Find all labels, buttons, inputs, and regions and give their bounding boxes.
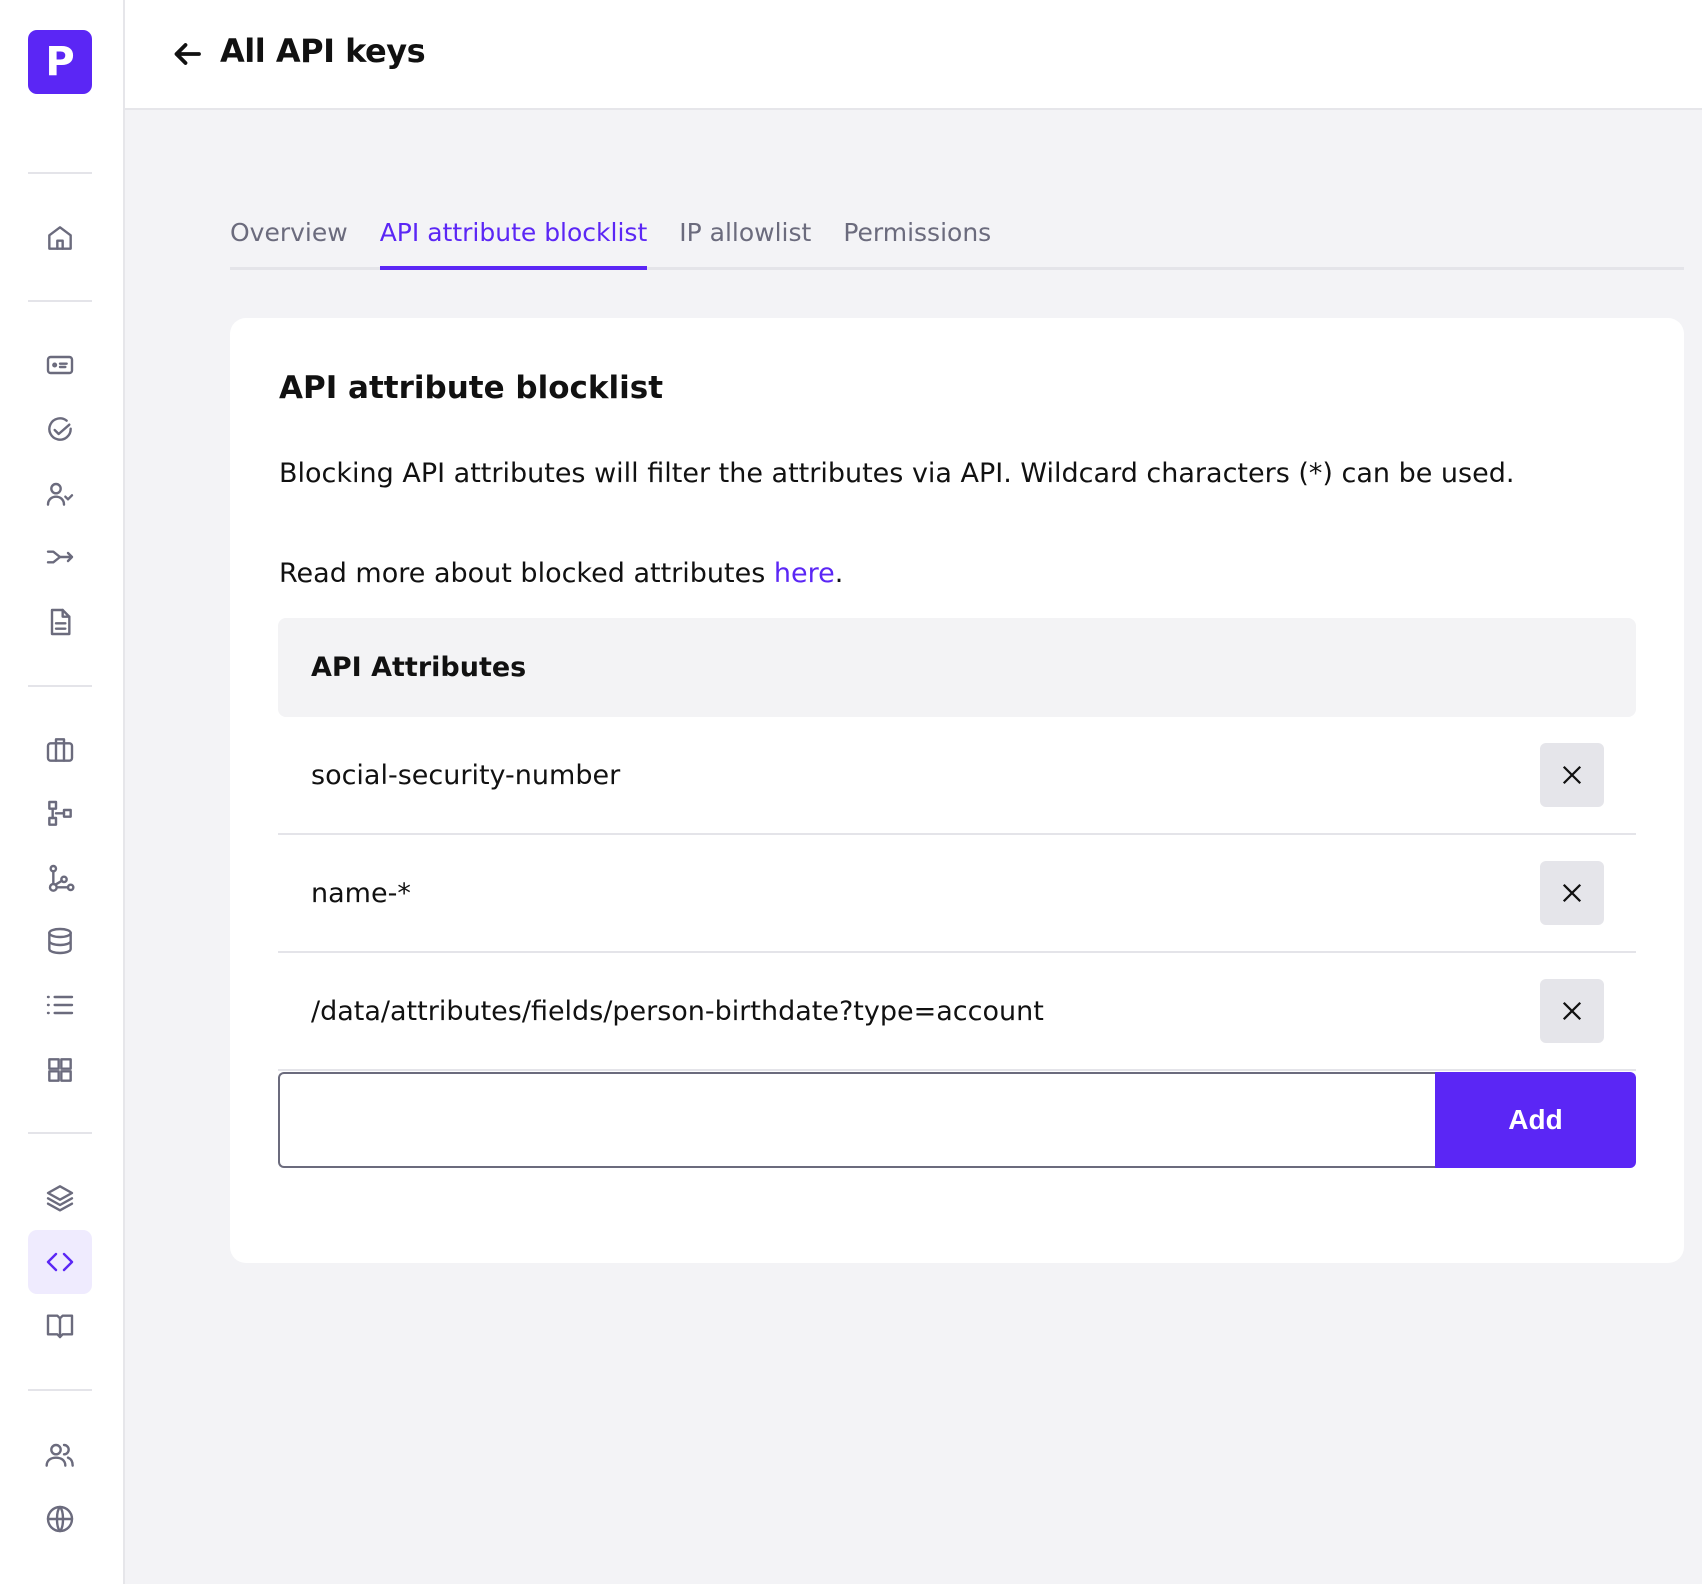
divider (28, 300, 92, 302)
read-more-link[interactable]: here (773, 558, 835, 589)
tab-api-attribute-blocklist[interactable]: API attribute blocklist (379, 212, 648, 270)
card-title: API attribute blocklist (279, 370, 664, 406)
tab-bar: Overview API attribute blocklist IP allo… (230, 212, 1684, 270)
check-circle-icon[interactable] (28, 398, 92, 462)
add-attribute-row: Add (278, 1072, 1636, 1168)
database-icon[interactable] (28, 909, 92, 973)
briefcase-icon[interactable] (28, 718, 92, 782)
tab-overview[interactable]: Overview (230, 218, 348, 247)
attributes-table: API Attributes social-security-number na… (278, 618, 1636, 1168)
id-card-icon[interactable] (28, 333, 92, 397)
grid-icon[interactable] (28, 1038, 92, 1102)
divider (28, 1132, 92, 1134)
globe-icon[interactable] (28, 1487, 92, 1551)
read-more-suffix: . (834, 558, 844, 589)
document-icon[interactable] (28, 590, 92, 654)
workflow-icon[interactable] (28, 846, 92, 910)
card-description: Blocking API attributes will filter the … (279, 458, 1515, 489)
remove-button[interactable] (1540, 743, 1604, 807)
merge-arrow-icon[interactable] (28, 525, 92, 589)
sidebar: P (0, 0, 125, 1584)
hierarchy-icon[interactable] (28, 782, 92, 846)
header: All API keys (125, 0, 1702, 110)
book-icon[interactable] (28, 1293, 92, 1357)
tab-permissions[interactable]: Permissions (843, 218, 992, 247)
user-check-icon[interactable] (28, 462, 92, 526)
read-more-text: Read more about blocked attributes here. (279, 558, 843, 589)
close-icon (1562, 765, 1582, 785)
remove-button[interactable] (1540, 979, 1604, 1043)
table-row: /data/attributes/fields/person-birthdate… (278, 953, 1636, 1071)
attribute-value: social-security-number (311, 759, 621, 791)
divider (28, 172, 92, 174)
tab-ip-allowlist[interactable]: IP allowlist (679, 218, 812, 247)
remove-button[interactable] (1540, 861, 1604, 925)
table-row: name-* (278, 835, 1636, 953)
attribute-value: /data/attributes/fields/person-birthdate… (311, 995, 1044, 1027)
blocklist-card: API attribute blocklist Blocking API att… (230, 318, 1684, 1263)
logo[interactable]: P (28, 30, 92, 94)
arrow-left-icon[interactable] (169, 36, 205, 72)
close-icon (1562, 1001, 1582, 1021)
divider (28, 1389, 92, 1391)
attribute-value: name-* (311, 877, 411, 909)
list-icon[interactable] (28, 973, 92, 1037)
home-icon[interactable] (28, 206, 92, 270)
layers-icon[interactable] (28, 1165, 92, 1229)
page-title: All API keys (220, 32, 426, 70)
divider (28, 685, 92, 687)
attribute-input[interactable] (278, 1072, 1435, 1168)
code-icon[interactable] (28, 1230, 92, 1294)
close-icon (1562, 883, 1582, 903)
table-header: API Attributes (278, 618, 1636, 717)
add-button[interactable]: Add (1435, 1072, 1636, 1168)
users-icon[interactable] (28, 1423, 92, 1487)
read-more-prefix: Read more about blocked attributes (279, 558, 774, 589)
table-row: social-security-number (278, 717, 1636, 835)
